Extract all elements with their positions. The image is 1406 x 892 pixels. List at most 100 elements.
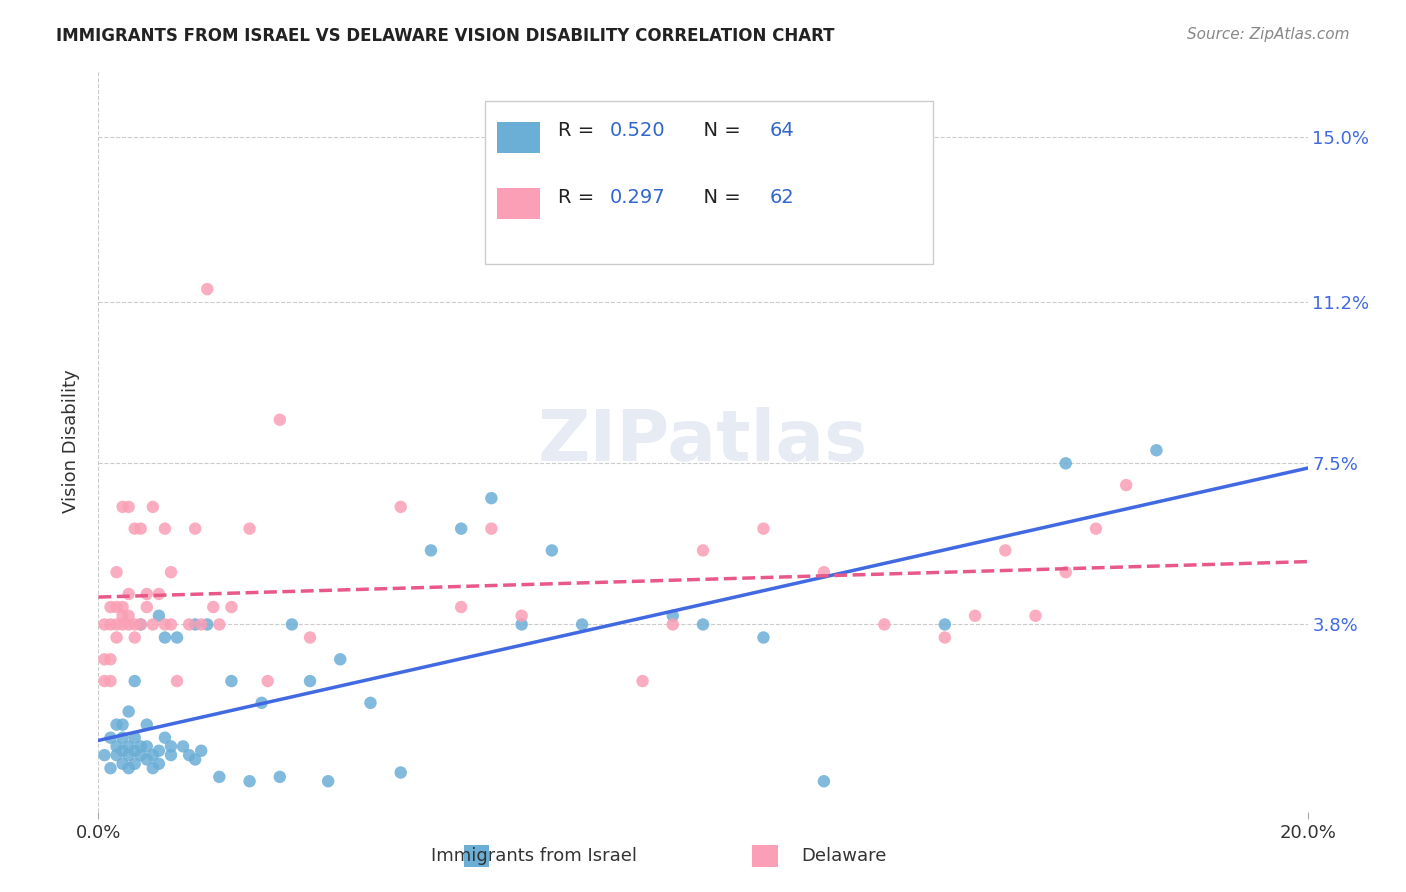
Point	[124, 631, 146, 645]
Point	[129, 617, 152, 632]
Text: R =: R =	[558, 121, 600, 140]
Point	[111, 608, 134, 623]
Point	[111, 500, 134, 514]
Text: 0.297: 0.297	[610, 187, 665, 207]
Point	[100, 617, 122, 632]
Point	[316, 774, 339, 789]
Y-axis label: Vision Disability: Vision Disability	[62, 369, 80, 514]
Point	[124, 522, 146, 536]
Point	[135, 587, 157, 601]
Point	[118, 617, 141, 632]
Point	[153, 631, 176, 645]
Point	[142, 617, 165, 632]
Point	[118, 739, 141, 754]
Point	[105, 565, 128, 579]
Point	[195, 282, 218, 296]
Point	[129, 522, 152, 536]
Text: N =: N =	[690, 121, 747, 140]
Point	[184, 617, 207, 632]
Point	[510, 617, 533, 632]
Point	[135, 752, 157, 766]
Point	[1085, 522, 1108, 536]
Point	[752, 631, 775, 645]
Point	[179, 617, 201, 632]
Point	[813, 774, 835, 789]
Point	[105, 739, 128, 754]
Point	[1024, 608, 1046, 623]
Point	[148, 587, 170, 601]
Point	[124, 744, 146, 758]
Point	[129, 617, 152, 632]
Point	[389, 765, 412, 780]
Point	[202, 600, 225, 615]
Point	[329, 652, 352, 666]
Point	[111, 744, 134, 758]
Point	[1144, 443, 1167, 458]
Point	[239, 522, 262, 536]
Text: Source: ZipAtlas.com: Source: ZipAtlas.com	[1187, 27, 1350, 42]
Point	[661, 617, 683, 632]
Point	[111, 756, 134, 771]
Point	[148, 744, 170, 758]
Point	[118, 500, 141, 514]
Point	[100, 674, 122, 689]
Point	[221, 674, 243, 689]
Text: ZIPatlas: ZIPatlas	[538, 407, 868, 476]
Point	[105, 717, 128, 731]
Point	[631, 674, 654, 689]
Point	[142, 748, 165, 763]
FancyBboxPatch shape	[752, 845, 778, 867]
Point	[93, 674, 115, 689]
Point	[93, 652, 115, 666]
Point	[190, 617, 212, 632]
Text: N =: N =	[690, 187, 747, 207]
Point	[124, 756, 146, 771]
Point	[172, 739, 194, 754]
Point	[100, 731, 122, 745]
Point	[540, 543, 562, 558]
Point	[281, 617, 304, 632]
Text: 0.520: 0.520	[610, 121, 665, 140]
Point	[389, 500, 412, 514]
Point	[269, 770, 291, 784]
Point	[510, 608, 533, 623]
Point	[118, 748, 141, 763]
Point	[93, 748, 115, 763]
Point	[481, 491, 503, 505]
Point	[160, 748, 183, 763]
Point	[1115, 478, 1137, 492]
Point	[692, 543, 714, 558]
Point	[184, 522, 207, 536]
Point	[420, 543, 443, 558]
Point	[118, 608, 141, 623]
Point	[153, 617, 176, 632]
Point	[179, 748, 201, 763]
Point	[135, 717, 157, 731]
Point	[148, 608, 170, 623]
Text: 62: 62	[769, 187, 794, 207]
Point	[256, 674, 278, 689]
Point	[208, 770, 231, 784]
Point	[160, 739, 183, 754]
Point	[105, 617, 128, 632]
Point	[142, 500, 165, 514]
Point	[100, 652, 122, 666]
Point	[239, 774, 262, 789]
Point	[166, 631, 188, 645]
Point	[124, 731, 146, 745]
Point	[118, 587, 141, 601]
Point	[873, 617, 896, 632]
Point	[111, 731, 134, 745]
Point	[571, 617, 593, 632]
Point	[100, 600, 122, 615]
Point	[118, 761, 141, 775]
Point	[250, 696, 273, 710]
Point	[994, 543, 1017, 558]
Point	[1054, 565, 1077, 579]
Point	[813, 565, 835, 579]
Point	[111, 717, 134, 731]
Point	[208, 617, 231, 632]
Point	[752, 522, 775, 536]
Point	[100, 761, 122, 775]
Point	[269, 413, 291, 427]
